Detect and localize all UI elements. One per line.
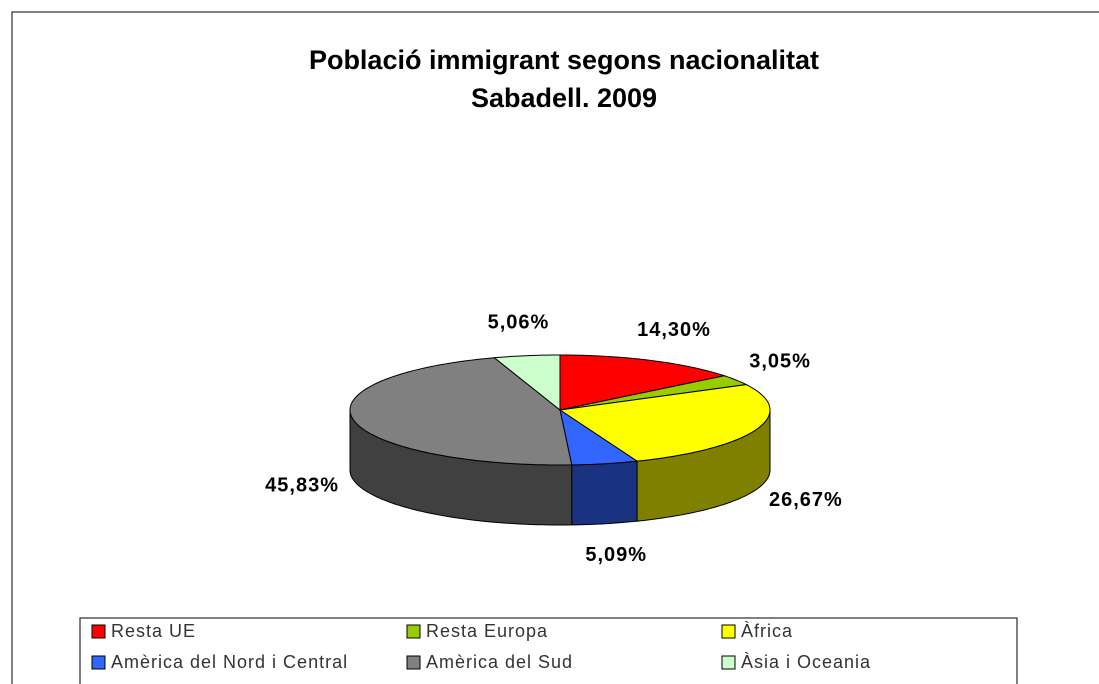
- value-label: 26,67%: [769, 489, 843, 511]
- legend-label: Àsia i Oceania: [741, 652, 871, 672]
- pie-slice: [493, 354, 561, 412]
- legend-swatch: [406, 624, 421, 639]
- legend-label: Àfrica: [741, 621, 793, 641]
- legend-label: Resta Europa: [426, 621, 548, 641]
- chart-frame: [11, 11, 1099, 684]
- pie-slice: [559, 408, 639, 466]
- legend-swatch: [91, 624, 106, 639]
- value-label: 14,30%: [637, 319, 711, 341]
- legend-label: Amèrica del Sud: [426, 652, 573, 672]
- legend-swatch: [721, 655, 736, 670]
- legend-box: [79, 617, 1018, 684]
- pie-slice: [559, 354, 727, 411]
- legend-label: Amèrica del Nord i Central: [111, 652, 348, 672]
- pie-slice: [559, 375, 748, 411]
- pie-slice: [349, 357, 573, 466]
- pie-side: [571, 460, 638, 526]
- legend-swatch: [721, 624, 736, 639]
- value-label: 5,09%: [585, 544, 647, 566]
- value-label: 45,83%: [265, 475, 339, 497]
- chart-title: Població immigrant segons nacionalitat: [309, 45, 819, 75]
- value-label: 5,06%: [488, 311, 550, 333]
- chart-subtitle: Sabadell. 2009: [471, 83, 657, 113]
- pie-slice: [558, 384, 771, 462]
- value-label: 3,05%: [749, 350, 811, 372]
- legend-swatch: [91, 655, 106, 670]
- legend-swatch: [406, 655, 421, 670]
- legend-label: Resta UE: [111, 621, 196, 641]
